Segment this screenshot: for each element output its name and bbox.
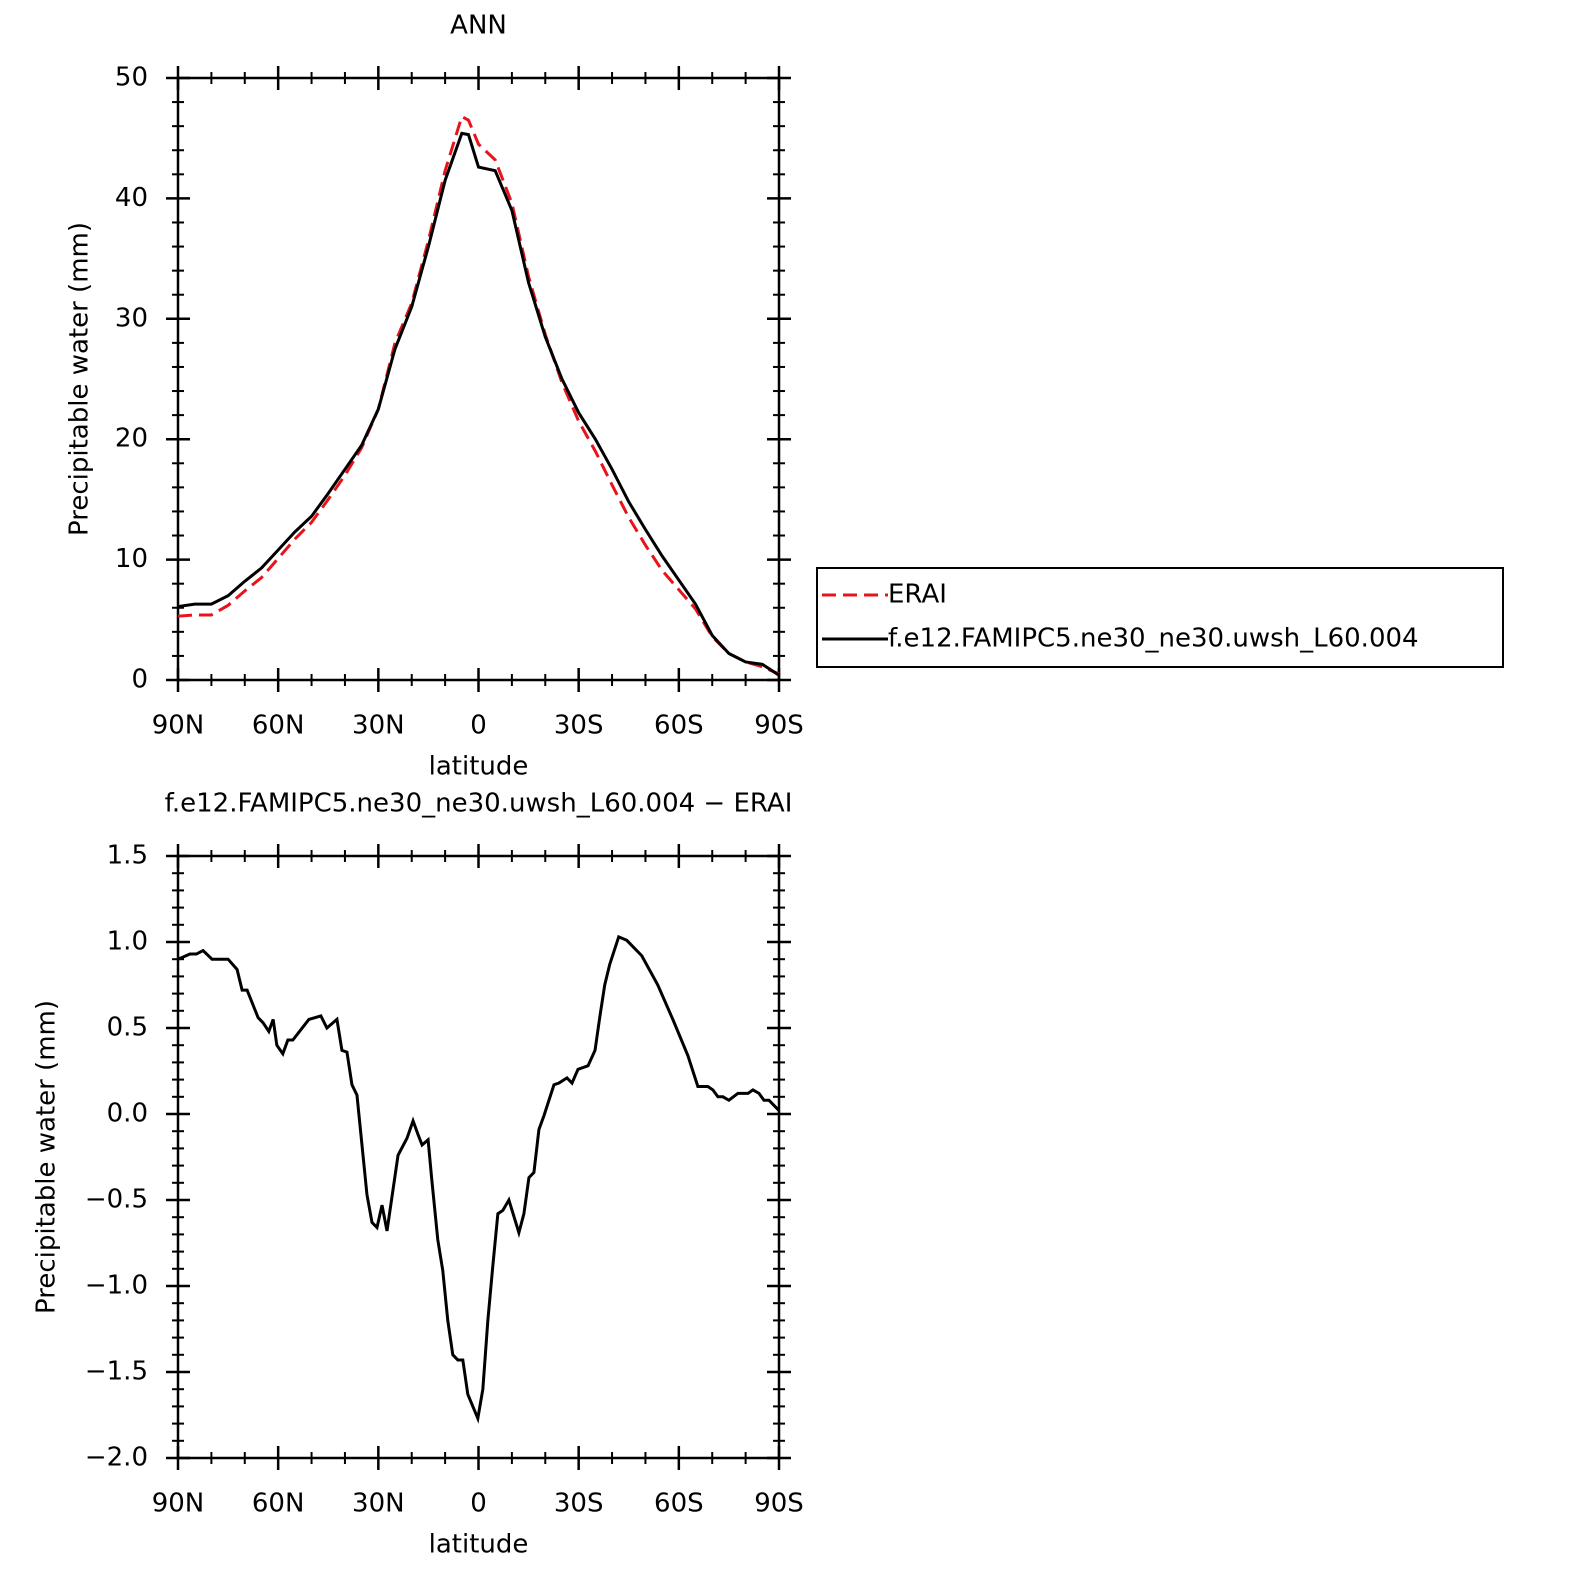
plot-frame <box>176 854 781 1460</box>
y-tick-label: 0 <box>131 665 148 695</box>
y-tick-label: 40 <box>115 183 148 213</box>
y-tick-label: −1.0 <box>85 1271 148 1301</box>
data-line <box>177 934 781 1424</box>
x-tick-label: 90S <box>754 1489 804 1519</box>
y-axis-label: Precipitable water (mm) <box>65 222 95 536</box>
y-tick-label: 0.0 <box>107 1099 148 1129</box>
legend-label: f.e12.FAMIPC5.ne30_ne30.uwsh_L60.004 <box>888 624 1419 654</box>
legend-box <box>816 567 1504 668</box>
y-tick-label: −0.5 <box>85 1185 148 1215</box>
y-tick-label: 10 <box>115 544 148 574</box>
x-tick-label: 30N <box>352 1489 405 1519</box>
y-tick-label: 0.5 <box>107 1013 148 1043</box>
chart-title: ANN <box>450 11 507 41</box>
x-tick-label: 30S <box>554 1489 604 1519</box>
y-tick-label: 20 <box>115 424 148 454</box>
y-tick-label: 1.0 <box>107 927 148 957</box>
x-tick-label: 60N <box>252 1489 305 1519</box>
x-tick-label: 90N <box>152 711 205 741</box>
data-line <box>177 131 780 677</box>
x-tick-label: 30S <box>554 711 604 741</box>
x-tick-label: 60N <box>252 711 305 741</box>
y-tick-label: −1.5 <box>85 1357 148 1387</box>
y-tick-label: −2.0 <box>85 1443 148 1473</box>
x-tick-label: 30N <box>352 711 405 741</box>
x-tick-label: 90S <box>754 711 804 741</box>
x-tick-label: 0 <box>470 1489 487 1519</box>
x-tick-label: 90N <box>152 1489 205 1519</box>
data-line <box>177 114 780 676</box>
x-tick-label: 60S <box>654 711 704 741</box>
x-axis-label: latitude <box>429 1530 529 1560</box>
y-tick-label: 50 <box>115 63 148 93</box>
y-axis-label: Precipitable water (mm) <box>32 1000 62 1314</box>
chart-title: f.e12.FAMIPC5.ne30_ne30.uwsh_L60.004 − E… <box>165 789 793 819</box>
x-tick-label: 60S <box>654 1489 704 1519</box>
x-tick-label: 0 <box>470 711 487 741</box>
legend-label: ERAI <box>888 580 947 610</box>
y-tick-label: 30 <box>115 303 148 333</box>
x-axis-label: latitude <box>429 752 529 782</box>
y-tick-label: 1.5 <box>107 841 148 871</box>
